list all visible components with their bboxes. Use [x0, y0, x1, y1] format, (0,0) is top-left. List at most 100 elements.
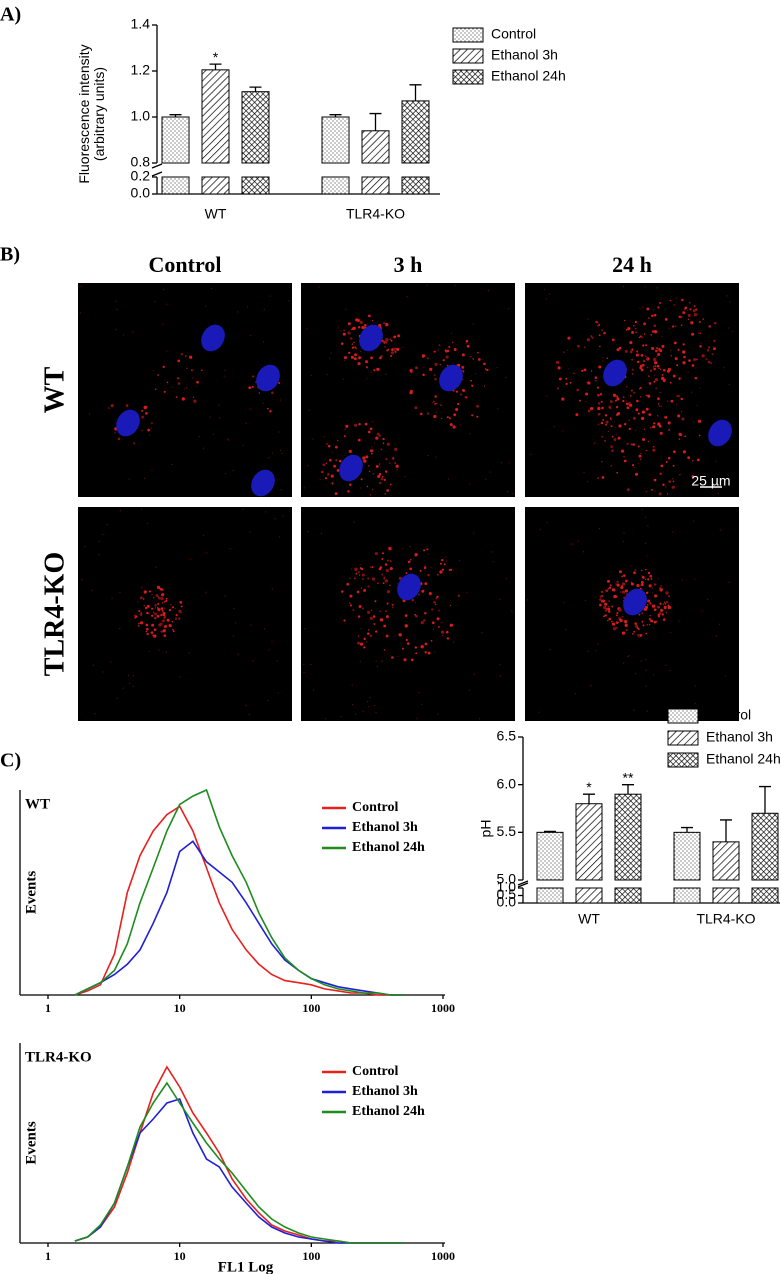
speckle: [611, 588, 616, 592]
speckle: [445, 630, 449, 634]
speckle: [359, 660, 361, 663]
speckle: [137, 624, 140, 627]
speckle: [414, 613, 417, 616]
speckle: [459, 424, 461, 426]
speckle: [598, 323, 601, 326]
y-tick-label: 6.0: [497, 775, 517, 791]
bar: [673, 831, 701, 881]
speckle: [605, 608, 608, 610]
speckle: [385, 634, 389, 638]
speckle: [623, 319, 626, 322]
speckle: [638, 613, 641, 616]
speckle: [719, 623, 721, 625]
speckle: [601, 360, 604, 362]
speckle: [597, 406, 601, 411]
y-tick-label: 1.0: [497, 879, 517, 895]
speckle: [639, 307, 641, 309]
speckle: [633, 630, 635, 633]
speckle: [469, 433, 471, 435]
speckle: [310, 374, 312, 377]
speckle: [705, 358, 708, 360]
speckle: [486, 368, 489, 372]
speckle: [481, 632, 483, 634]
speckle: [645, 516, 647, 518]
speckle: [375, 436, 379, 440]
bar: [536, 831, 564, 881]
speckle: [148, 650, 150, 653]
speckle: [651, 314, 654, 318]
speckle: [667, 421, 671, 425]
nucleus: [439, 364, 463, 392]
speckle: [434, 362, 438, 367]
speckle: [375, 465, 379, 468]
speckle: [140, 611, 142, 614]
speckle: [626, 385, 628, 388]
series-line: [74, 1081, 404, 1244]
speckle: [150, 631, 154, 635]
speckle: [361, 573, 365, 577]
speckle: [150, 427, 152, 430]
speckle: [346, 582, 350, 586]
speckle: [500, 462, 503, 464]
x-tick-label: TLR4-KO: [346, 206, 405, 222]
error-bar: [720, 819, 732, 842]
speckle: [670, 399, 674, 403]
speckle: [367, 585, 370, 588]
speckle: [658, 367, 660, 370]
speckle: [726, 295, 728, 297]
speckle: [269, 409, 272, 413]
speckle: [626, 629, 628, 631]
speckle: [609, 400, 613, 404]
speckle: [312, 438, 314, 440]
speckle: [343, 619, 346, 622]
speckle: [384, 470, 388, 473]
speckle: [160, 596, 164, 601]
speckle: [349, 594, 353, 598]
speckle: [175, 396, 178, 398]
speckle: [374, 580, 376, 582]
speckle: [648, 382, 652, 385]
bar-stub: [201, 176, 230, 195]
speckle: [409, 546, 411, 548]
speckle: [728, 581, 730, 583]
speckle: [160, 588, 163, 591]
speckle: [497, 408, 499, 410]
speckle: [505, 376, 507, 379]
nucleus: [116, 409, 140, 437]
speckle: [649, 574, 653, 578]
speckle: [325, 462, 327, 465]
column-label: Control: [149, 252, 222, 277]
speckle: [443, 563, 446, 566]
speckle: [156, 585, 161, 590]
speckle: [384, 340, 388, 344]
speckle: [630, 443, 633, 446]
speckle: [657, 397, 660, 401]
speckle: [558, 377, 562, 381]
speckle: [585, 401, 587, 403]
y-tick-label: 1.4: [131, 16, 151, 32]
y-tick-label: 0.0: [497, 894, 517, 910]
speckle: [647, 394, 651, 398]
bar: [751, 812, 779, 881]
speckle: [634, 622, 637, 625]
speckle: [307, 530, 309, 533]
speckle: [358, 604, 362, 609]
speckle: [132, 685, 134, 687]
speckle: [133, 442, 136, 445]
speckle: [707, 360, 711, 364]
speckle: [180, 352, 184, 356]
speckle: [177, 359, 181, 363]
speckle: [141, 429, 143, 432]
speckle: [577, 344, 580, 348]
speckle: [265, 511, 267, 513]
speckle: [449, 423, 453, 427]
speckle: [477, 351, 479, 354]
speckle: [185, 387, 188, 389]
speckle: [606, 357, 609, 360]
speckle: [608, 605, 610, 608]
x-tick-label: 1000: [431, 1249, 455, 1263]
speckle: [151, 469, 153, 471]
speckle: [233, 607, 235, 610]
speckle: [391, 606, 394, 609]
speckle: [374, 369, 377, 371]
